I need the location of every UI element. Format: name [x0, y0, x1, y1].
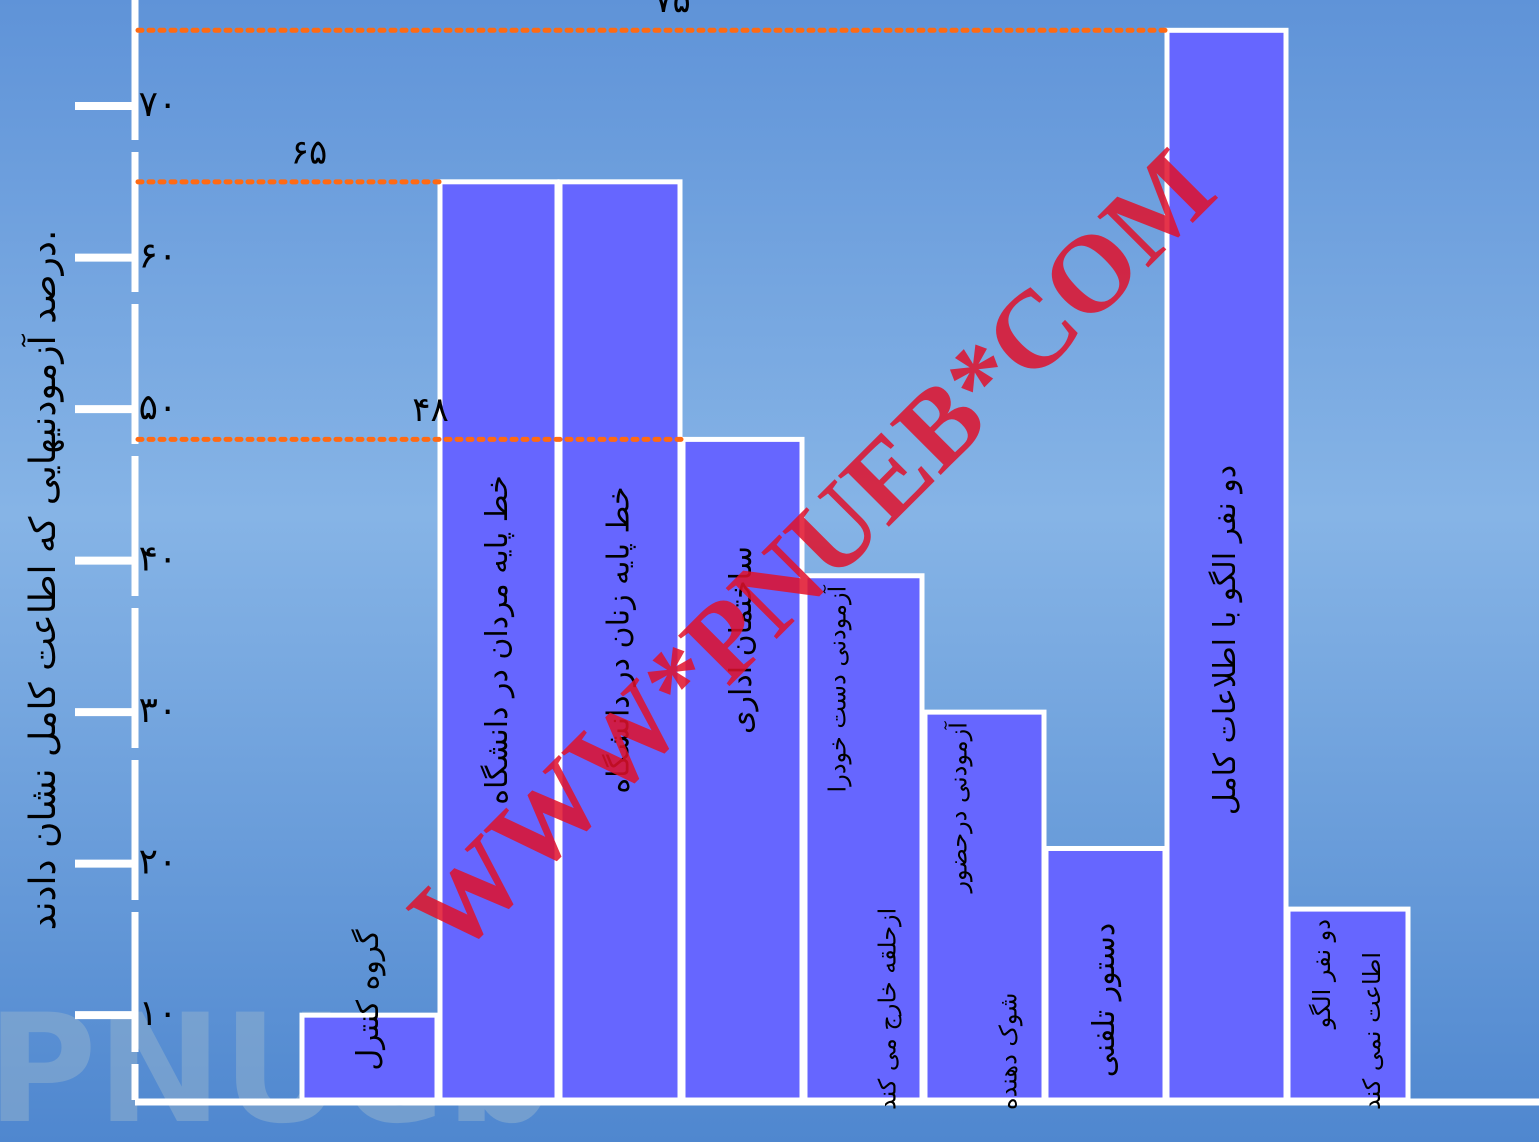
value-label: ۴۸	[412, 390, 449, 430]
y-tick-label: ۴۰	[139, 539, 178, 580]
x-tick-label: دو نفر الگو	[1308, 919, 1336, 1029]
y-axis-title: درصد آزمودنیهایی که اطاعت کامل نشان دادن…	[20, 230, 64, 931]
x-tick-label: خط پایه مردان در دانشگاه	[480, 475, 515, 805]
chart: PNUeb درصد آزمودنیهایی که اطاعت کامل نشا…	[0, 0, 1539, 1142]
value-label: ۷۵	[654, 0, 691, 21]
x-tick-label: شوک دهنده	[995, 993, 1023, 1110]
x-tick-label: گروه کنترل	[351, 929, 386, 1071]
x-tick-label: دو نفر الگو با اطلاعات کامل	[1208, 465, 1243, 815]
bar	[925, 712, 1044, 1100]
x-tick-label: ازحلقه خارج می کند	[874, 908, 902, 1110]
y-tick-label: ۵۰	[139, 387, 178, 428]
y-tick-label: ۳۰	[139, 690, 178, 731]
y-tick-label: ۱۰	[139, 993, 178, 1034]
y-tick-label: ۶۰	[139, 236, 178, 277]
y-tick-label: ۲۰	[139, 842, 178, 883]
x-tick-label: آزمودنی درحضور	[944, 721, 973, 894]
value-label: ۶۵	[291, 132, 328, 172]
x-tick-label: دستور تلفنی	[1087, 923, 1122, 1078]
bar	[1288, 909, 1408, 1100]
y-tick-label: ۷۰	[139, 84, 178, 125]
x-tick-label: اطاعت نمی کند	[1358, 952, 1386, 1110]
